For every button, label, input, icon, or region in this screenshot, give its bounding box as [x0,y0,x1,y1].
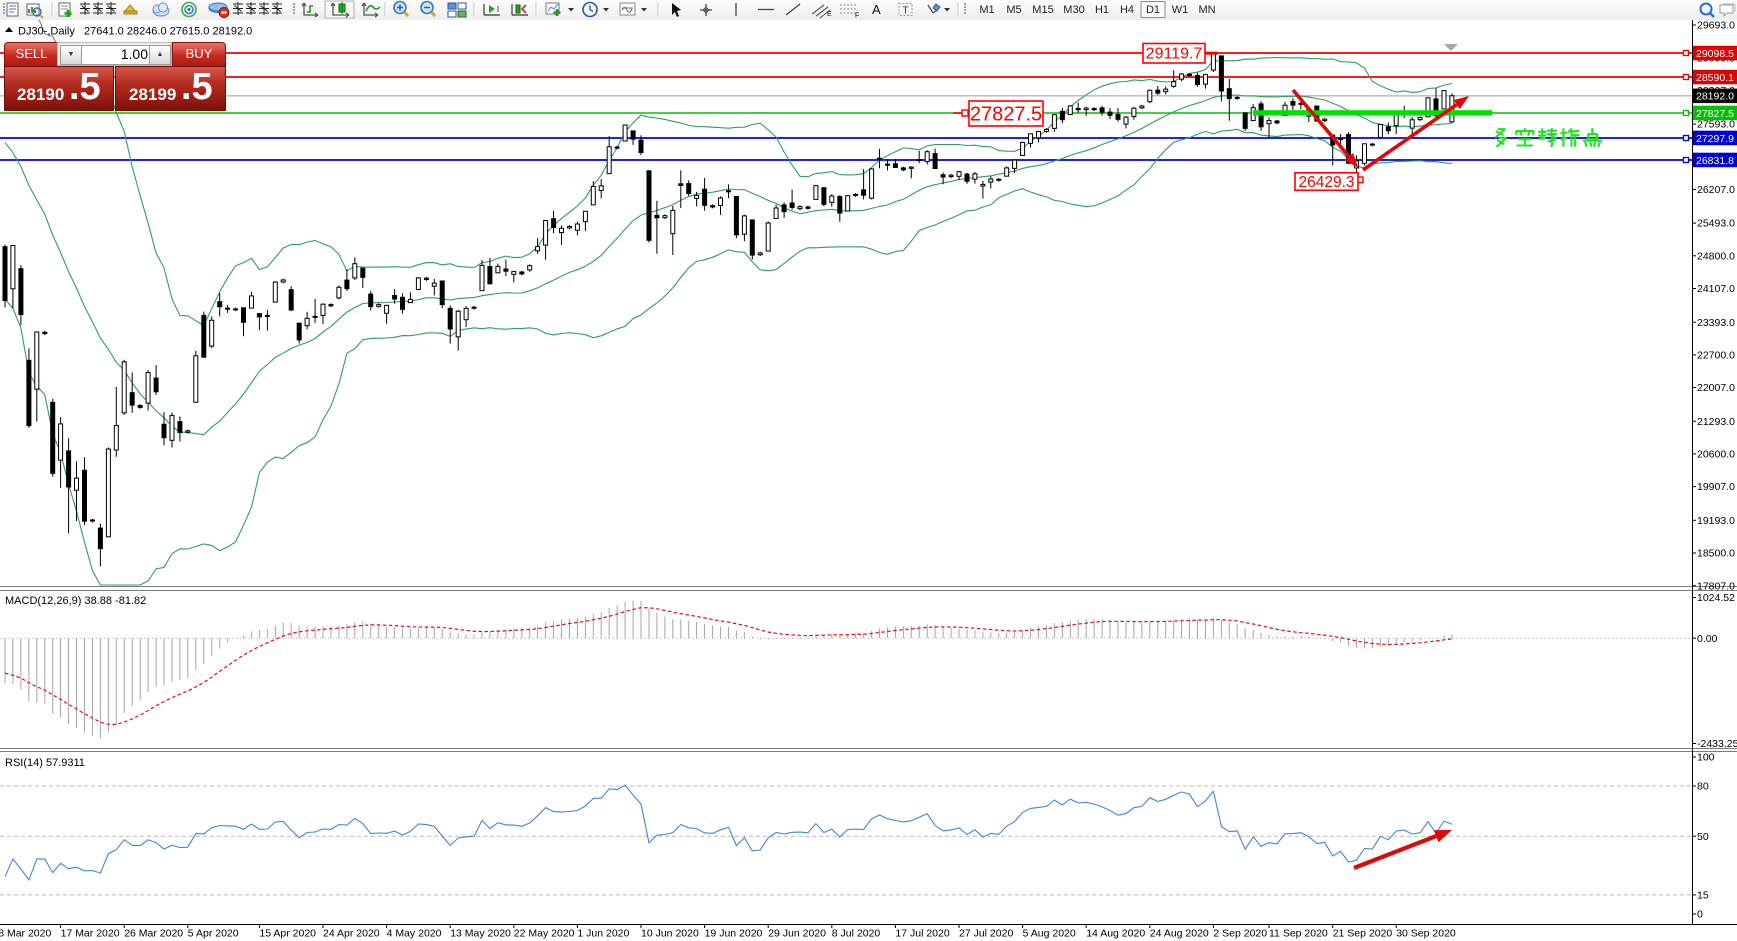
svg-text:M1: M1 [979,4,994,16]
svg-text:H4: H4 [1120,4,1134,16]
svg-text:80: 80 [1697,781,1709,793]
svg-text:17 Jul 2020: 17 Jul 2020 [895,928,949,940]
svg-text:8 Jul 2020: 8 Jul 2020 [832,928,881,940]
svg-text:21 Sep 2020: 21 Sep 2020 [1333,928,1393,940]
svg-text:29098.5: 29098.5 [1696,48,1734,60]
svg-text:19 Jun 2020: 19 Jun 2020 [705,928,763,940]
svg-text:23393.0: 23393.0 [1697,317,1735,329]
svg-text:27827.5: 27827.5 [970,103,1042,125]
svg-text:29119.7: 29119.7 [1146,46,1203,63]
svg-text:0.00: 0.00 [1697,633,1718,645]
svg-text:W1: W1 [1172,4,1189,16]
svg-text:100: 100 [1697,752,1715,764]
svg-text:H1: H1 [1095,4,1109,16]
svg-text:-2433.25: -2433.25 [1697,738,1737,750]
svg-text:1024.52: 1024.52 [1697,592,1735,604]
svg-text:22007.0: 22007.0 [1697,382,1735,394]
svg-text:M5: M5 [1006,4,1021,16]
svg-text:5 Aug 2020: 5 Aug 2020 [1023,928,1076,940]
svg-text:10 Jun 2020: 10 Jun 2020 [641,928,699,940]
svg-text:19193.0: 19193.0 [1697,515,1735,527]
svg-text:25493.0: 25493.0 [1697,218,1735,230]
svg-text:F: F [855,13,859,20]
svg-text:M30: M30 [1063,4,1084,16]
svg-text:24 Aug 2020: 24 Aug 2020 [1150,928,1209,940]
svg-text:D1: D1 [1146,4,1160,16]
svg-text:11 Sep 2020: 11 Sep 2020 [1269,928,1328,940]
svg-text:M15: M15 [1032,4,1053,16]
svg-text:MACD(12,26,9) 38.88 -81.82: MACD(12,26,9) 38.88 -81.82 [5,595,146,607]
svg-text:T: T [903,6,909,17]
svg-text:19907.0: 19907.0 [1697,481,1735,493]
svg-text:22 May 2020: 22 May 2020 [514,928,575,940]
svg-text:30 Sep 2020: 30 Sep 2020 [1396,928,1456,940]
svg-text:1 Jun 2020: 1 Jun 2020 [577,928,629,940]
svg-text:26429.3: 26429.3 [1298,174,1354,191]
svg-text:20600.0: 20600.0 [1697,449,1735,461]
svg-text:24800.0: 24800.0 [1697,250,1735,262]
svg-text:DJ30-,Daily 27641.0 28246.0: DJ30-,Daily 27641.0 28246.0 27615.0 2819… [18,26,252,38]
svg-text:15: 15 [1697,890,1709,902]
svg-text:17 Mar 2020: 17 Mar 2020 [61,928,120,940]
svg-text:27827.5: 27827.5 [1696,108,1734,120]
svg-text:26207.0: 26207.0 [1697,184,1735,196]
svg-text:0: 0 [1697,909,1703,921]
svg-text:29693.0: 29693.0 [1697,20,1735,32]
svg-text:27 Jul 2020: 27 Jul 2020 [959,928,1013,940]
svg-text:22700.0: 22700.0 [1697,350,1735,362]
svg-text:26831.8: 26831.8 [1696,155,1734,167]
svg-text:MN: MN [1198,4,1215,16]
svg-text:21293.0: 21293.0 [1697,416,1735,428]
svg-text:4 May 2020: 4 May 2020 [387,928,442,940]
svg-text:5 Apr 2020: 5 Apr 2020 [188,928,239,940]
svg-text:8 Mar 2020: 8 Mar 2020 [0,928,51,940]
svg-text:27593.0: 27593.0 [1697,119,1735,131]
svg-text:13 May 2020: 13 May 2020 [450,928,511,940]
svg-text:18500.0: 18500.0 [1697,548,1735,560]
svg-text:17807.0: 17807.0 [1697,580,1735,592]
svg-text:50: 50 [1697,831,1709,843]
svg-text:A: A [872,2,881,17]
svg-text:28192.0: 28192.0 [1696,91,1734,103]
svg-text:14 Aug 2020: 14 Aug 2020 [1086,928,1145,940]
svg-text:24 Apr 2020: 24 Apr 2020 [323,928,380,940]
svg-text:E: E [827,11,832,18]
svg-text:27297.9: 27297.9 [1696,133,1734,145]
svg-text:2 Sep 2020: 2 Sep 2020 [1213,928,1267,940]
svg-text:RSI(14) 57.9311: RSI(14) 57.9311 [5,757,85,769]
svg-text:28590.1: 28590.1 [1696,72,1734,84]
svg-text:24107.0: 24107.0 [1697,283,1735,295]
svg-text:26 Mar 2020: 26 Mar 2020 [124,928,183,940]
svg-text:15 Apr 2020: 15 Apr 2020 [259,928,316,940]
svg-text:29 Jun 2020: 29 Jun 2020 [768,928,826,940]
